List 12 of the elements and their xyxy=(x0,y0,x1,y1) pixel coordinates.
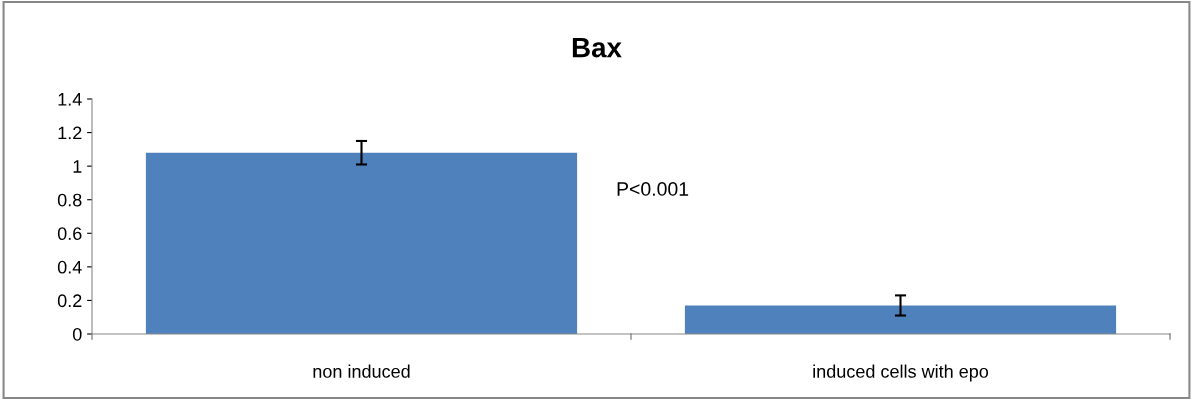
annotation: P<0.001 xyxy=(617,182,689,196)
y-tick-label: 0.4 xyxy=(57,260,82,274)
x-tick-label: non induced xyxy=(313,364,410,378)
y-tick-label: 0.2 xyxy=(57,294,82,308)
y-tick-label: 1.4 xyxy=(58,93,82,106)
y-tick-label: 1.2 xyxy=(58,126,82,140)
y-tick-label: 0.6 xyxy=(57,227,82,241)
y-tick-label: 0.8 xyxy=(57,193,82,207)
y-tick-label: 1 xyxy=(73,160,82,173)
y-tick-label: 0 xyxy=(72,327,82,341)
chart-title: Bax xyxy=(572,38,622,58)
x-tick-label: induced cells with epo xyxy=(813,364,989,382)
